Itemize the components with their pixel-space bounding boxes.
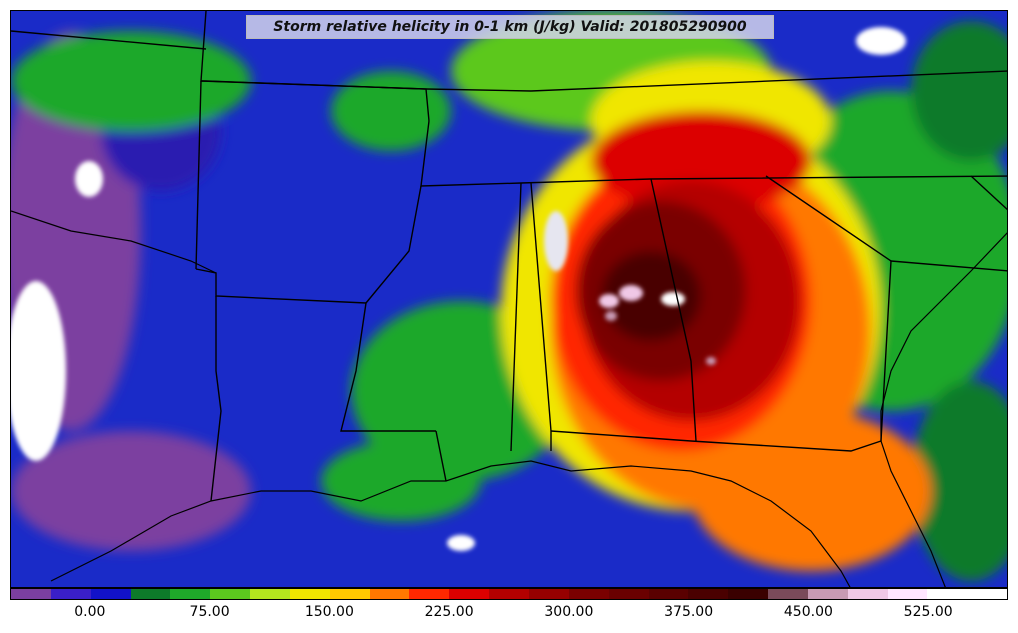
helicity-map bbox=[11, 11, 1007, 587]
colorbar-labels: 0.00 75.00 150.00 225.00 300.00 375.00 450.00 5… bbox=[10, 604, 1008, 624]
colorbar-segment bbox=[170, 589, 211, 599]
colorbar-segment bbox=[807, 589, 848, 599]
colorbar-segment bbox=[210, 589, 251, 599]
colorbar-tick-label: 450.00 bbox=[783, 604, 833, 620]
colorbar-segment bbox=[489, 589, 529, 599]
colorbar-tick-label: 525.00 bbox=[903, 604, 953, 620]
colorbar-segment bbox=[449, 589, 490, 599]
colorbar-tick-label: 300.00 bbox=[544, 604, 594, 620]
colorbar-segment bbox=[608, 589, 649, 599]
colorbar-segment bbox=[11, 589, 51, 599]
colorbar-segment bbox=[50, 589, 91, 599]
colorbar-segment bbox=[887, 589, 928, 599]
colorbar-tick-label: 225.00 bbox=[424, 604, 474, 620]
map-title: Storm relative helicity in 0-1 km (J/kg)… bbox=[273, 19, 747, 35]
coastline bbox=[11, 210, 1007, 587]
colorbar-segment bbox=[927, 589, 968, 599]
field-peak-1 bbox=[599, 294, 619, 308]
colorbar-segment bbox=[768, 589, 808, 599]
colorbar-tick-label: 375.00 bbox=[664, 604, 714, 620]
field-purple-sw bbox=[11, 431, 251, 551]
colorbar-segment bbox=[728, 589, 769, 599]
colorbar-segment bbox=[568, 589, 609, 599]
map-frame bbox=[10, 10, 1008, 588]
colorbar-segment bbox=[409, 589, 450, 599]
colorbar-tick-label: 150.00 bbox=[304, 604, 354, 620]
colorbar-tick-label: 0.00 bbox=[74, 604, 106, 620]
colorbar-segment bbox=[688, 589, 729, 599]
colorbar-segment bbox=[369, 589, 410, 599]
colorbar-segment bbox=[250, 589, 290, 599]
colorbar-segment bbox=[329, 589, 370, 599]
colorbar-segment bbox=[130, 589, 171, 599]
colorbar-tick-label: 75.00 bbox=[189, 604, 230, 620]
colorbar bbox=[10, 588, 1008, 600]
colorbar-segment bbox=[847, 589, 888, 599]
colorbar-segment bbox=[528, 589, 569, 599]
field-green-north bbox=[11, 31, 251, 131]
field-white-west bbox=[11, 281, 66, 461]
colorbar-segment bbox=[289, 589, 330, 599]
map-title-box: Storm relative helicity in 0-1 km (J/kg)… bbox=[246, 15, 774, 39]
colorbar-segment bbox=[648, 589, 689, 599]
state-boundaries bbox=[11, 11, 1007, 502]
colorbar-segment bbox=[90, 589, 131, 599]
colorbar-segment bbox=[967, 589, 1008, 599]
